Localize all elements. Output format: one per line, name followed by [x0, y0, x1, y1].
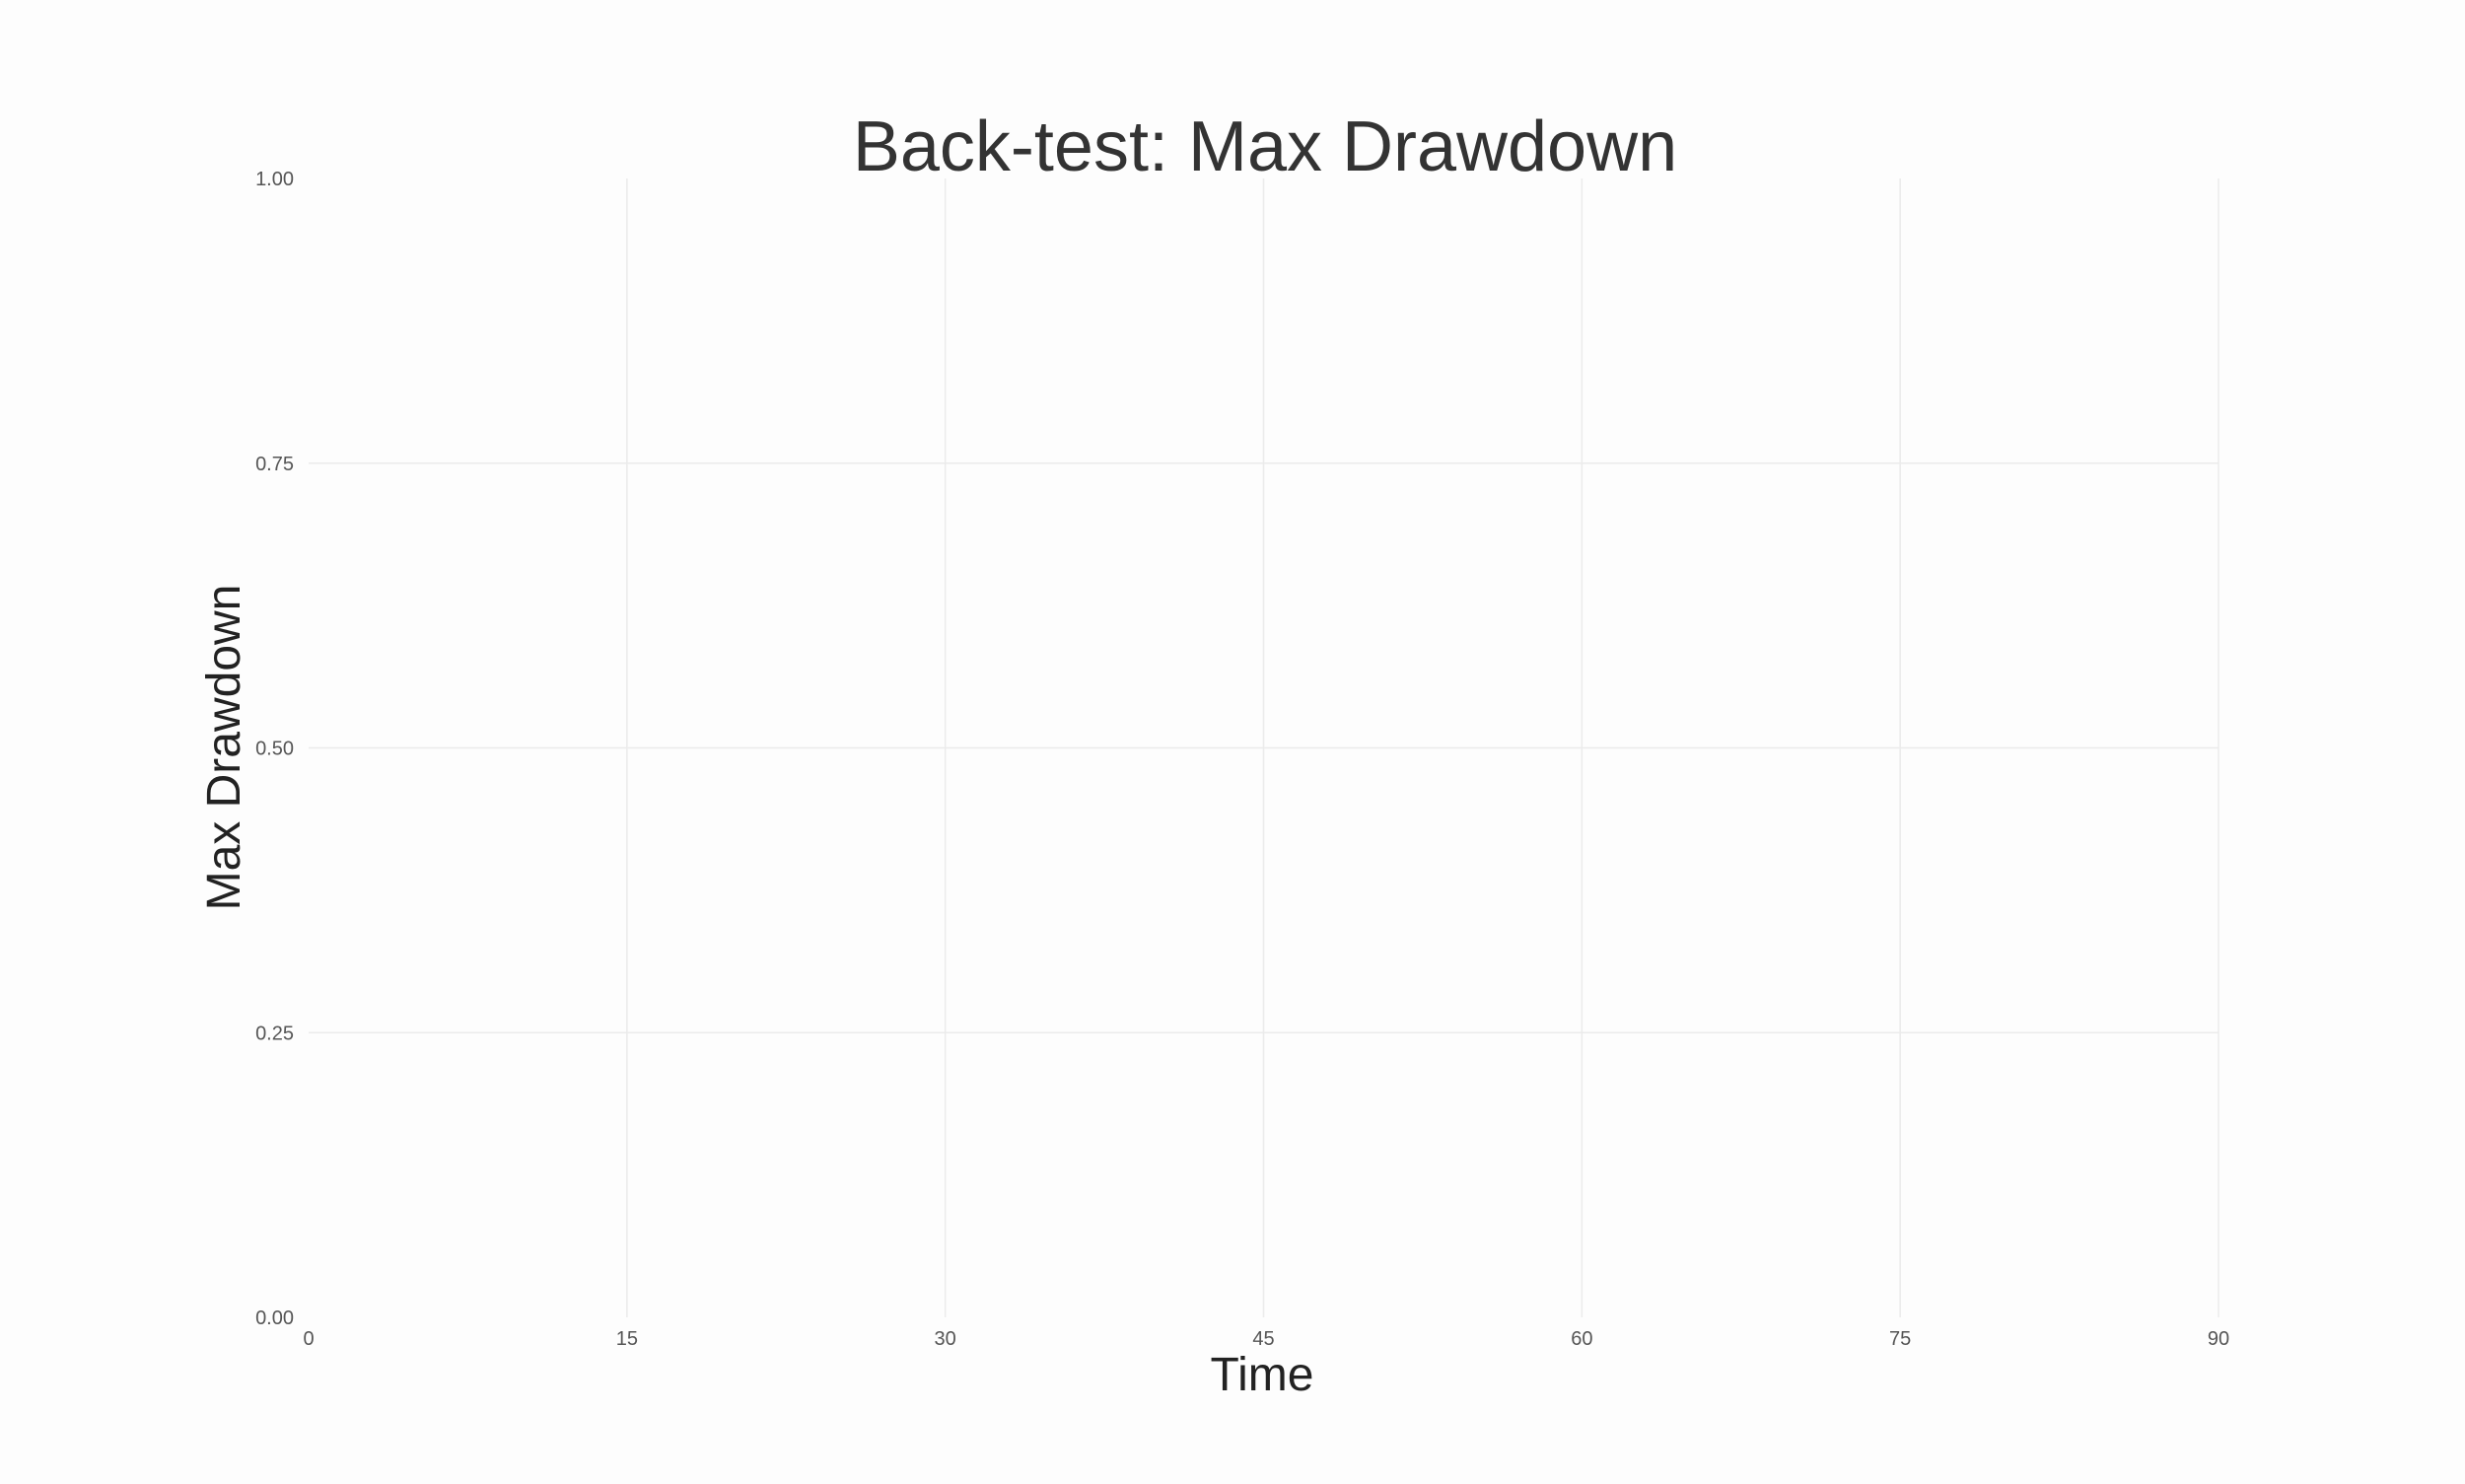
- x-tick-label: 90: [2208, 1328, 2229, 1350]
- y-tick-label: 0.50: [255, 739, 294, 760]
- x-tick-label: 60: [1571, 1328, 1592, 1350]
- x-tick-label: 75: [1889, 1328, 1911, 1350]
- y-tick-label: 0.25: [255, 1023, 294, 1044]
- y-tick-label: 1.00: [255, 169, 294, 190]
- x-tick-label: 0: [303, 1328, 314, 1350]
- x-tick-label: 15: [616, 1328, 638, 1350]
- tick-layer: 0 15 30 45 60 75 90 0.00 0.25 0.50 0.75 1.00: [255, 169, 2229, 1350]
- chart-title: Back-test: Max Drawdown: [853, 107, 1677, 186]
- x-axis-label: Time: [1211, 1349, 1314, 1401]
- grid-layer: [309, 178, 2219, 1317]
- x-tick-label: 30: [935, 1328, 956, 1350]
- x-tick-label: 45: [1252, 1328, 1274, 1350]
- y-axis-label: Max Drawdown: [198, 585, 250, 911]
- y-tick-label: 0.75: [255, 454, 294, 475]
- y-tick-label: 0.00: [255, 1307, 294, 1329]
